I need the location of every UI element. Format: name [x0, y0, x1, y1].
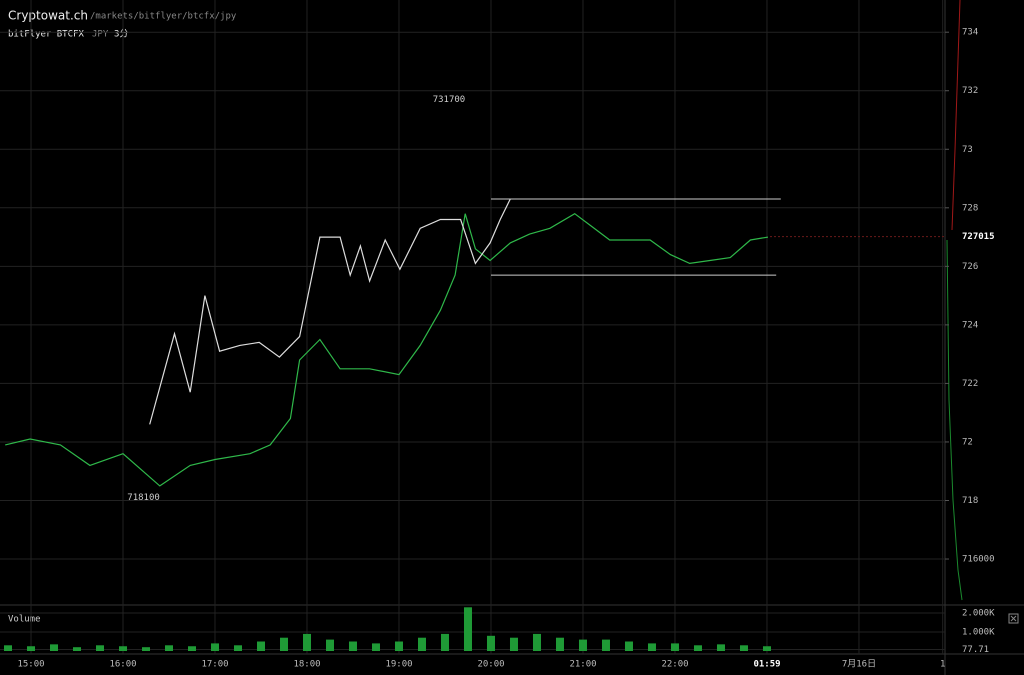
y-tick-label: 718 — [962, 496, 978, 506]
x-tick-label: 20:00 — [477, 660, 504, 670]
y-tick-label: 716000 — [962, 555, 995, 565]
volume-bar — [348, 641, 357, 651]
volume-bar — [96, 645, 105, 651]
x-tick-label: 7月16日 — [842, 659, 876, 670]
x-tick-label: 01:59 — [753, 660, 780, 670]
volume-bar — [210, 643, 219, 651]
last-price-label: 727015 — [962, 232, 995, 242]
market-name: bitFlyer BTCFX — [8, 30, 84, 40]
volume-bar — [4, 645, 13, 651]
y-tick-label: 726 — [962, 262, 978, 272]
volume-bar — [394, 641, 403, 651]
volume-bar — [555, 637, 564, 651]
volume-bar — [762, 646, 771, 651]
volume-bar — [371, 643, 380, 651]
x-tick-label: 18:00 — [293, 660, 320, 670]
volume-bar — [509, 637, 518, 651]
volume-bar — [417, 637, 426, 651]
volume-bar — [73, 647, 82, 651]
volume-bar — [624, 641, 633, 651]
x-tick-label: 15:00 — [17, 660, 44, 670]
axis-panel — [945, 0, 1024, 675]
pane-title: Volume — [8, 615, 41, 625]
volume-bar — [693, 645, 702, 651]
y-tick-label: 732 — [962, 86, 978, 96]
volume-bar — [142, 647, 151, 651]
volume-bar — [463, 607, 472, 651]
y-tick-label: 722 — [962, 379, 978, 389]
y-tick-label: 2.000K — [962, 609, 995, 619]
volume-bar — [119, 646, 128, 651]
volume-bar — [256, 641, 265, 651]
depth-bids — [946, 239, 963, 601]
close-button[interactable] — [1008, 613, 1019, 624]
x-tick-label: 19:00 — [385, 660, 412, 670]
x-tick-label: 1 — [940, 660, 945, 670]
price-line — [5, 212, 768, 487]
volume-bar — [279, 637, 288, 651]
quote-currency: JPY — [92, 30, 109, 40]
y-tick-label: 77.71 — [962, 645, 989, 655]
volume-bar — [50, 644, 59, 651]
market-path: /markets/bitflyer/btcfx/jpy — [90, 12, 237, 22]
x-tick-label: 16:00 — [109, 660, 136, 670]
y-tick-label: 728 — [962, 203, 978, 213]
volume-bar — [601, 639, 610, 651]
close-icon — [1010, 615, 1017, 622]
volume-bar — [233, 645, 242, 651]
volume-bar — [325, 639, 334, 651]
volume-bar — [739, 645, 748, 651]
x-tick-label: 22:00 — [661, 660, 688, 670]
volume-bar — [647, 643, 656, 651]
x-tick-label: 21:00 — [569, 660, 596, 670]
volume-bar — [716, 644, 725, 651]
depth-asks — [951, 0, 961, 231]
price-line — [149, 198, 511, 425]
y-tick-label: 734 — [962, 28, 978, 38]
volume-bar — [164, 645, 173, 651]
x-tick-label: 17:00 — [201, 660, 228, 670]
volume-bar — [486, 635, 495, 651]
y-tick-label: 72 — [962, 437, 973, 447]
y-tick-label: 724 — [962, 320, 978, 330]
price-annotation: 718100 — [127, 493, 160, 503]
volume-bar — [670, 643, 679, 651]
volume-bar — [302, 633, 311, 651]
y-tick-label: 73 — [962, 145, 973, 155]
volume-bar — [187, 646, 196, 651]
interval[interactable]: 3分 — [114, 29, 128, 40]
y-tick-label: 1.000K — [962, 628, 995, 638]
volume-bar — [578, 639, 587, 651]
volume-bar — [440, 633, 449, 651]
volume-bar — [27, 646, 36, 651]
site-name[interactable]: Cryptowat.ch — [8, 9, 88, 23]
price-annotation: 731700 — [433, 95, 466, 105]
volume-bar — [532, 633, 541, 651]
